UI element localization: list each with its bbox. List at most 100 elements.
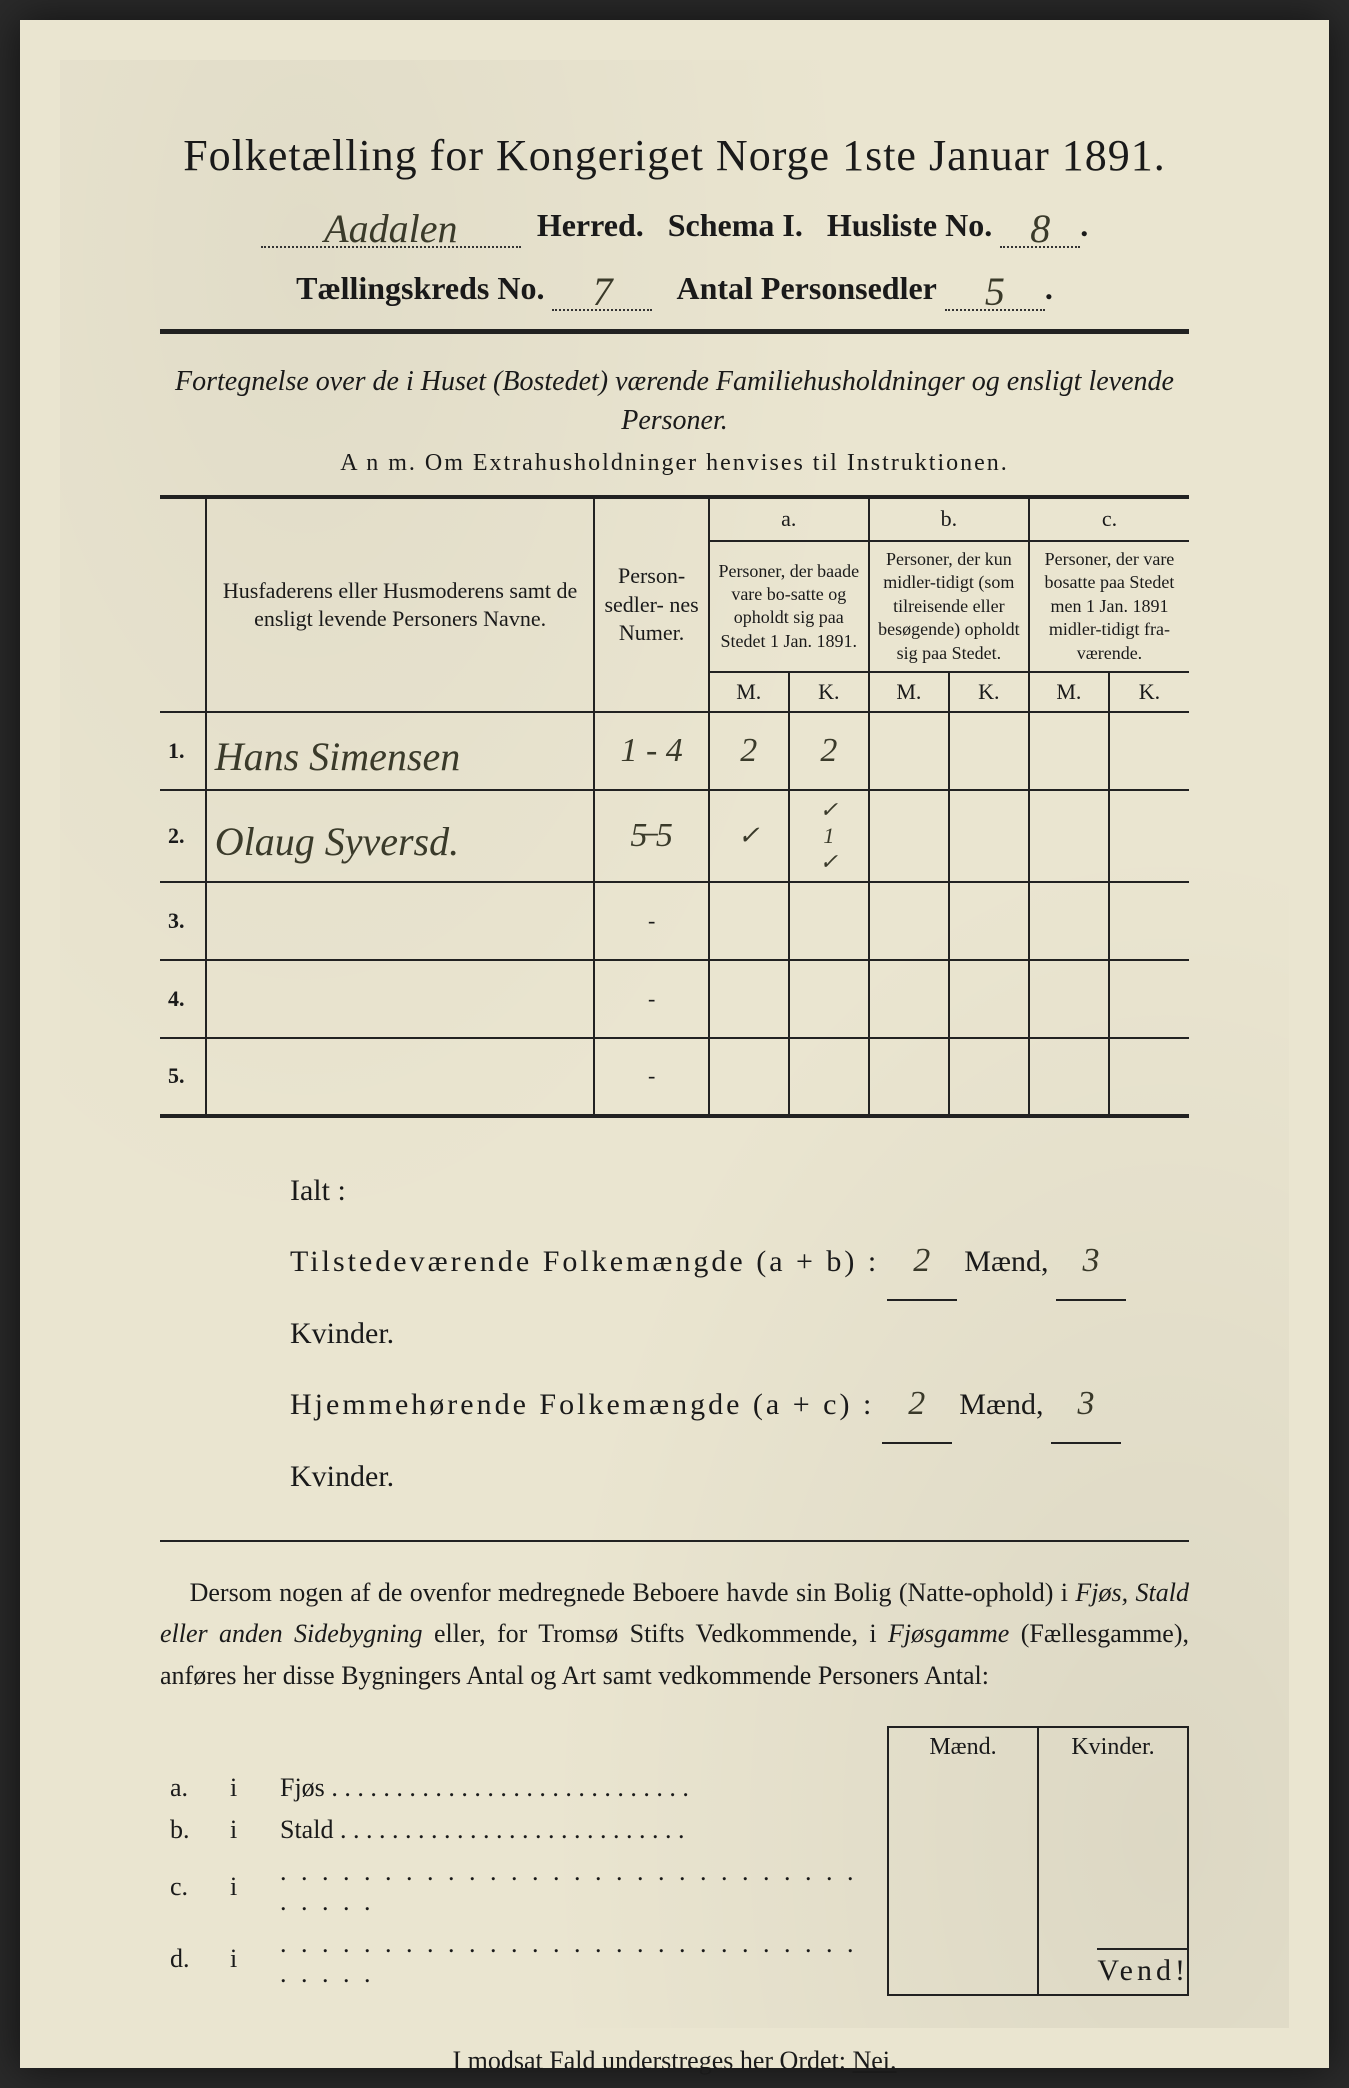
header-line-2: Aadalen Herred. Schema I. Husliste No. 8…: [160, 199, 1189, 248]
cell-c-k: [1109, 712, 1189, 790]
side-row: a. i Fjøs . . . . . . . . . . . . . . . …: [160, 1767, 1188, 1809]
side-dots: . . . . . . . . . . . . . . . . . . . . …: [340, 1815, 685, 1844]
side-lbl: c.: [160, 1851, 220, 1923]
side-dots: . . . . . . . . . . . . . . . . . . . . …: [331, 1773, 689, 1802]
cell-a-k: [789, 882, 869, 960]
col-a-k: K.: [789, 672, 869, 712]
footer-line: I modsat Fald understreges her Ordet: Ne…: [160, 2046, 1189, 2076]
maend-label: Mænd,: [959, 1388, 1043, 1421]
col-c: Personer, der vare bosatte paa Stedet me…: [1029, 541, 1189, 672]
side-i: i: [220, 1767, 270, 1809]
row-num: 5.: [160, 1038, 206, 1116]
cell-b-m: [869, 960, 949, 1038]
side-m: [888, 1923, 1038, 1995]
col-num: Person- sedler- nes Numer.: [594, 497, 708, 712]
cell-a-k: [789, 1038, 869, 1116]
cell-c-k: [1109, 882, 1189, 960]
col-c-top: c.: [1029, 497, 1189, 541]
row-name: [206, 882, 595, 960]
header-line-3: Tællingskreds No. 7 Antal Personsedler 5…: [160, 262, 1189, 311]
row-pnum: 1 - 4: [620, 732, 682, 769]
row-num: 3.: [160, 882, 206, 960]
side-i: i: [220, 1923, 270, 1995]
cell-a-m: ✓: [738, 821, 760, 850]
side-m: [888, 1809, 1038, 1851]
antal-label: Antal Personsedler: [676, 270, 936, 306]
cell-c-m: [1029, 712, 1109, 790]
herred-value: Aadalen: [324, 206, 457, 251]
table-row: 1. Hans Simensen 1 - 4 2 2: [160, 712, 1189, 790]
col-a-m: M.: [709, 672, 789, 712]
household-table: Husfaderens eller Husmoderens samt de en…: [160, 495, 1189, 1118]
total-ac-label: Hjemmehørende Folkemængde (a + c) :: [290, 1388, 874, 1421]
cell-c-k: [1109, 960, 1189, 1038]
cell-a-m: 2: [740, 732, 757, 769]
cell-b-k: [949, 960, 1029, 1038]
table-row: 2. Olaug Syversd. 5̶ 5 ✓ ✓ 1 ✓: [160, 790, 1189, 882]
side-kvinder-header: Kvinder.: [1038, 1727, 1188, 1767]
side-building-paragraph: Dersom nogen af de ovenfor medregnede Be…: [160, 1572, 1189, 1697]
side-name: Fjøs: [280, 1773, 325, 1802]
col-a: Personer, der baade vare bo-satte og oph…: [709, 541, 869, 672]
cell-c-m: [1029, 1038, 1109, 1116]
side-row: d. i . . . . . . . . . . . . . . . . . .…: [160, 1923, 1188, 1995]
row-pnum: -: [594, 882, 708, 960]
side-row: b. i Stald . . . . . . . . . . . . . . .…: [160, 1809, 1188, 1851]
husliste-label: Husliste No.: [827, 207, 992, 243]
footer-text: I modsat Fald understreges her Ordet:: [452, 2046, 852, 2075]
table-row: 4. -: [160, 960, 1189, 1038]
row-num: 2.: [160, 790, 206, 882]
row-pnum: 5̶ 5: [630, 817, 673, 854]
cell-b-k: [949, 712, 1029, 790]
side-m: [888, 1851, 1038, 1923]
side-dots: . . . . . . . . . . . . . . . . . . . . …: [270, 1851, 888, 1923]
col-b-k: K.: [949, 672, 1029, 712]
row-name: Hans Simensen: [215, 734, 461, 779]
cell-c-k: [1109, 790, 1189, 882]
side-k: [1038, 1851, 1188, 1923]
para-text-2: eller, for Tromsø Stifts Vedkommende, i: [423, 1619, 888, 1648]
husliste-value: 8: [1030, 206, 1050, 251]
side-lbl: d.: [160, 1923, 220, 1995]
side-name: Stald: [280, 1815, 333, 1844]
total-ab-m: 2: [913, 1242, 930, 1279]
maend-label: Mænd,: [964, 1245, 1048, 1278]
cell-b-k: [949, 790, 1029, 882]
kreds-label: Tællingskreds No.: [296, 270, 544, 306]
title-text: Folketælling for Kongeriget Norge 1ste J…: [183, 131, 1166, 180]
cell-b-m: [869, 712, 949, 790]
row-pnum: -: [594, 960, 708, 1038]
side-lbl: a.: [160, 1767, 220, 1809]
footer-nej: Nei.: [852, 2046, 896, 2075]
col-c-k: K.: [1109, 672, 1189, 712]
col-b-m: M.: [869, 672, 949, 712]
para-text-1: Dersom nogen af de ovenfor medregnede Be…: [190, 1578, 1076, 1607]
cell-a-k: ✓ 1 ✓: [820, 797, 838, 874]
side-row: c. i . . . . . . . . . . . . . . . . . .…: [160, 1851, 1188, 1923]
rule-2: [160, 1540, 1189, 1542]
rule-1: [160, 329, 1189, 334]
col-b-top: b.: [869, 497, 1029, 541]
row-name: [206, 1038, 595, 1116]
totals-block: Ialt : Tilstedeværende Folkemængde (a + …: [290, 1158, 1189, 1510]
row-num: 4.: [160, 960, 206, 1038]
side-i: i: [220, 1809, 270, 1851]
side-k: [1038, 1809, 1188, 1851]
cell-c-m: [1029, 882, 1109, 960]
side-lbl: b.: [160, 1809, 220, 1851]
cell-c-m: [1029, 790, 1109, 882]
row-num: 1.: [160, 712, 206, 790]
kreds-value: 7: [592, 269, 612, 314]
cell-a-m: [709, 882, 789, 960]
cell-b-m: [869, 1038, 949, 1116]
cell-a-m: [709, 1038, 789, 1116]
row-pnum: -: [594, 1038, 708, 1116]
table-row: 5. -: [160, 1038, 1189, 1116]
cell-b-m: [869, 882, 949, 960]
side-dots: . . . . . . . . . . . . . . . . . . . . …: [270, 1923, 888, 1995]
cell-b-m: [869, 790, 949, 882]
cell-c-m: [1029, 960, 1109, 1038]
cell-a-k: 2: [820, 732, 837, 769]
total-ac-k: 3: [1077, 1385, 1094, 1422]
cell-b-k: [949, 1038, 1029, 1116]
